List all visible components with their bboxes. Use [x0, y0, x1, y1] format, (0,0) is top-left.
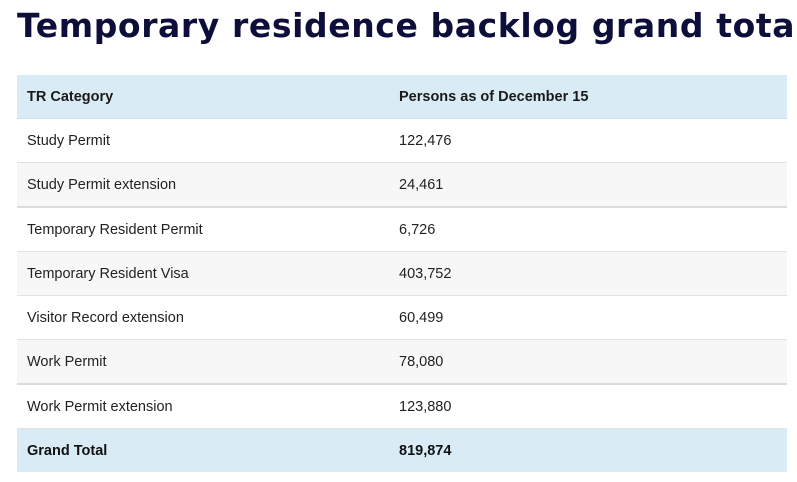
- column-header-category: TR Category: [17, 75, 389, 119]
- row-category: Work Permit: [17, 339, 389, 385]
- table-row: Temporary Resident Visa 403,752: [17, 251, 787, 296]
- table-row: Temporary Resident Permit 6,726: [17, 207, 787, 252]
- row-category: Temporary Resident Visa: [17, 251, 389, 296]
- row-persons: 403,752: [389, 251, 787, 296]
- grand-total-row: Grand Total 819,874: [17, 428, 787, 472]
- row-persons: 6,726: [389, 207, 787, 252]
- row-persons: 78,080: [389, 339, 787, 385]
- grand-total-value: 819,874: [389, 428, 787, 472]
- row-persons: 60,499: [389, 295, 787, 340]
- table-row: Work Permit extension 123,880: [17, 384, 787, 429]
- table-row: Visitor Record extension 60,499: [17, 295, 787, 340]
- row-category: Study Permit: [17, 118, 389, 163]
- table-row: Study Permit extension 24,461: [17, 162, 787, 208]
- row-persons: 123,880: [389, 384, 787, 429]
- table-row: Study Permit 122,476: [17, 118, 787, 163]
- row-category: Study Permit extension: [17, 162, 389, 208]
- row-category: Work Permit extension: [17, 384, 389, 429]
- grand-total-label: Grand Total: [17, 428, 389, 472]
- row-persons: 24,461: [389, 162, 787, 208]
- row-persons: 122,476: [389, 118, 787, 163]
- table-row: Work Permit 78,080: [17, 339, 787, 385]
- column-header-persons: Persons as of December 15: [389, 75, 787, 119]
- table-header-row: TR Category Persons as of December 15: [17, 75, 787, 119]
- page-title: Temporary residence backlog grand total: [17, 6, 797, 45]
- row-category: Temporary Resident Permit: [17, 207, 389, 252]
- backlog-table: TR Category Persons as of December 15 St…: [17, 75, 787, 472]
- row-category: Visitor Record extension: [17, 295, 389, 340]
